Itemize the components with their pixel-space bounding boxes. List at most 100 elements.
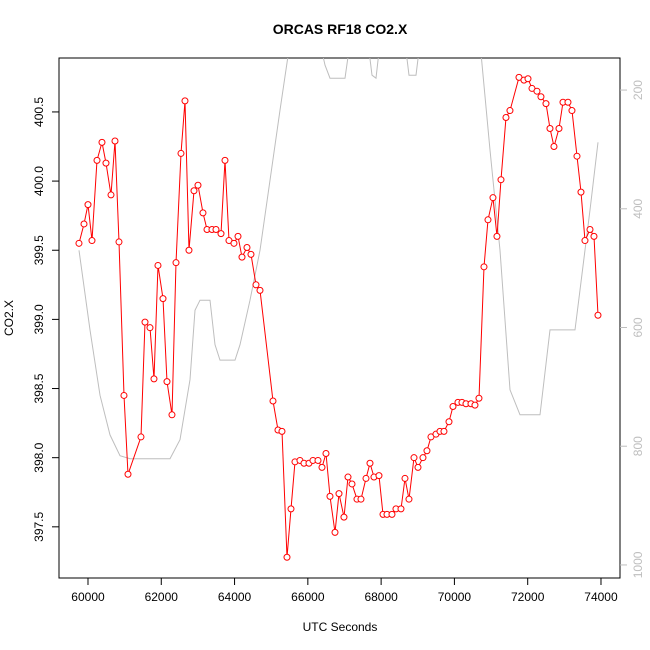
data-point xyxy=(146,324,154,332)
x-tick-label: 64000 xyxy=(218,590,252,604)
series-line xyxy=(78,58,599,460)
data-point xyxy=(172,259,180,267)
data-point xyxy=(84,201,92,209)
data-point xyxy=(489,194,497,202)
data-point xyxy=(533,87,541,95)
data-point xyxy=(199,209,207,217)
data-point xyxy=(181,97,189,105)
data-point xyxy=(331,528,339,536)
y-tick-label: 400.0 xyxy=(32,166,46,196)
data-point xyxy=(168,411,176,419)
plot-area xyxy=(75,58,602,561)
data-point xyxy=(375,472,383,480)
data-point xyxy=(475,394,483,402)
data-point xyxy=(362,474,370,482)
data-point xyxy=(348,480,356,488)
data-point xyxy=(124,470,132,478)
data-point xyxy=(287,505,295,513)
series-line xyxy=(78,76,599,558)
y-tick-label: 398.5 xyxy=(32,373,46,403)
data-point xyxy=(93,156,101,164)
data-point xyxy=(154,261,162,269)
data-point xyxy=(102,159,110,167)
data-point xyxy=(75,239,83,247)
x-tick-label: 70000 xyxy=(438,590,472,604)
data-point xyxy=(493,232,501,240)
data-point xyxy=(590,232,598,240)
y-tick-label: 399.0 xyxy=(32,304,46,334)
data-point xyxy=(564,98,572,106)
data-point xyxy=(480,263,488,271)
data-point xyxy=(163,378,171,386)
y2-tick-label: 400 xyxy=(631,198,645,218)
data-point xyxy=(238,253,246,261)
data-point xyxy=(115,238,123,246)
data-point xyxy=(98,138,106,146)
data-point xyxy=(322,450,330,458)
x-tick-label: 66000 xyxy=(291,590,325,604)
data-point xyxy=(397,505,405,513)
data-point xyxy=(524,75,532,83)
data-point xyxy=(344,473,352,481)
data-point xyxy=(88,237,96,245)
data-point xyxy=(230,239,238,247)
data-point xyxy=(568,107,576,115)
data-point xyxy=(234,232,242,240)
data-point xyxy=(107,191,115,199)
data-point xyxy=(80,220,88,228)
data-point xyxy=(256,286,264,294)
data-point xyxy=(405,495,413,503)
data-point xyxy=(283,553,291,561)
x-tick-label: 60000 xyxy=(71,590,105,604)
data-point xyxy=(550,143,558,151)
y2-tick-label: 800 xyxy=(631,436,645,456)
data-point xyxy=(217,230,225,238)
x-tick-label: 72000 xyxy=(511,590,545,604)
data-point xyxy=(314,456,322,464)
data-point xyxy=(497,176,505,184)
data-point xyxy=(586,225,594,233)
chart-title: ORCAS RF18 CO2.X xyxy=(273,21,408,37)
y-tick-label: 397.5 xyxy=(32,511,46,541)
data-point xyxy=(546,125,554,133)
y2-tick-label: 200 xyxy=(631,80,645,100)
data-point xyxy=(318,463,326,471)
data-point xyxy=(445,418,453,426)
data-point xyxy=(577,188,585,196)
data-point xyxy=(326,492,334,500)
data-point xyxy=(388,510,396,518)
data-point xyxy=(247,250,255,258)
data-point xyxy=(419,454,427,462)
data-point xyxy=(120,391,128,399)
x-axis-label: UTC Seconds xyxy=(303,620,378,634)
data-point xyxy=(581,237,589,245)
data-point xyxy=(269,397,277,405)
data-point xyxy=(449,403,457,411)
data-point xyxy=(137,433,145,441)
data-point xyxy=(190,187,198,195)
data-point xyxy=(159,295,167,303)
data-point xyxy=(357,495,365,503)
data-point xyxy=(366,459,374,467)
data-point xyxy=(335,490,343,498)
data-point xyxy=(414,463,422,471)
data-point xyxy=(423,447,431,455)
data-point xyxy=(111,137,119,145)
data-point xyxy=(150,375,158,383)
data-point xyxy=(243,243,251,251)
data-point xyxy=(185,246,193,254)
data-point xyxy=(177,149,185,157)
y-tick-label: 399.5 xyxy=(32,235,46,265)
data-point xyxy=(506,107,514,115)
data-point xyxy=(340,513,348,521)
data-point xyxy=(252,281,260,289)
data-point xyxy=(212,225,220,233)
data-point xyxy=(194,181,202,189)
data-point xyxy=(410,454,418,462)
data-point xyxy=(401,474,409,482)
plot-frame xyxy=(58,57,621,579)
data-point xyxy=(141,318,149,326)
x-tick-label: 74000 xyxy=(584,590,618,604)
y-axis-label: CO2.X xyxy=(2,300,16,336)
